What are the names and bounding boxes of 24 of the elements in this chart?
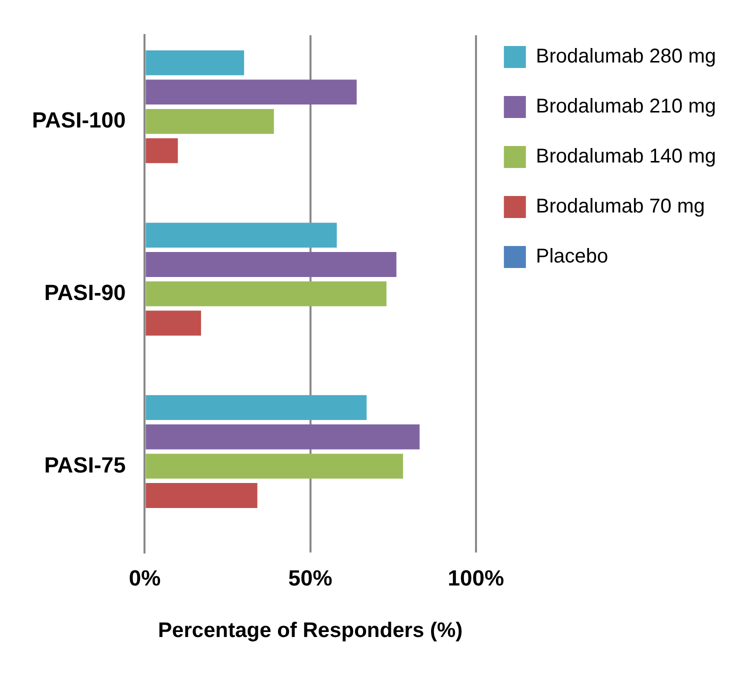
bar — [146, 454, 404, 479]
y-tick-label: PASI-90 — [44, 280, 126, 305]
legend-label: Brodalumab 280 mg — [536, 46, 716, 68]
y-tick-label: PASI-100 — [32, 107, 126, 132]
bar — [146, 138, 178, 164]
bar — [146, 80, 357, 105]
bar — [146, 108, 274, 134]
bar — [146, 50, 244, 76]
bar — [146, 310, 202, 336]
legend-label: Brodalumab 210 mg — [536, 96, 716, 118]
bar — [146, 395, 367, 420]
bar — [146, 483, 258, 508]
x-tick-label: 100% — [448, 566, 504, 591]
bar — [146, 281, 386, 306]
bar — [146, 424, 420, 450]
x-tick-label: 50% — [288, 566, 332, 591]
legend-label: Brodalumab 140 mg — [536, 146, 716, 168]
bar — [146, 222, 337, 248]
x-axis-title: Percentage of Responders (%) — [158, 619, 463, 642]
legend-label: Placebo — [536, 246, 608, 268]
legend-label: Brodalumab 70 mg — [536, 196, 705, 218]
y-tick-label: PASI-75 — [44, 452, 126, 478]
bar — [146, 252, 396, 277]
x-tick-label: 0% — [128, 566, 161, 591]
